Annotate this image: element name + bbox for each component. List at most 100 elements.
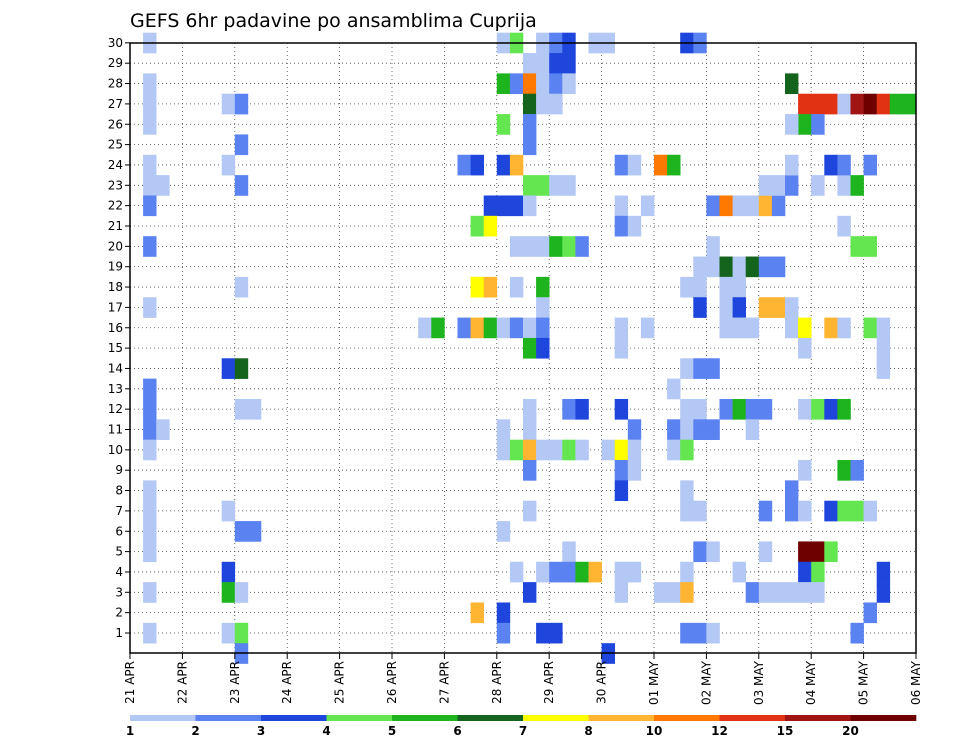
heatmap-cell (234, 582, 249, 603)
heatmap-cell (627, 561, 642, 583)
heatmap-cell (143, 73, 157, 95)
heatmap-cell (863, 317, 877, 339)
x-axis-ticks: 21 APR 22 APR 23 APR 24 APR 25 APR 26 APR 27 A… (123, 653, 923, 705)
heatmap-cell (483, 195, 498, 217)
heatmap-cell (523, 53, 537, 74)
y-tick-label: 17 (108, 300, 123, 314)
heatmap-cell (863, 236, 877, 257)
heatmap-cell (771, 195, 786, 217)
heatmap-cell (536, 276, 550, 298)
x-tick-label: 01 MAY (647, 660, 661, 705)
heatmap-cell (143, 541, 157, 563)
heatmap-cell (221, 154, 236, 176)
x-tick-label: 02 MAY (699, 660, 713, 705)
heatmap-cell (811, 114, 825, 135)
heatmap-cell (680, 582, 694, 603)
heatmap-cell (143, 500, 157, 522)
heatmap-cell (234, 622, 249, 644)
y-tick-label: 30 (108, 36, 123, 50)
heatmap-cell (562, 53, 576, 74)
y-tick-label: 3 (115, 585, 123, 599)
heatmap-cell (483, 317, 498, 339)
heatmap-cell (549, 561, 563, 583)
heatmap-cell (798, 317, 812, 339)
heatmap-cell (693, 276, 707, 298)
heatmap-cell (850, 622, 864, 644)
heatmap-cell (234, 398, 249, 420)
heatmap-cell (680, 419, 694, 440)
heatmap-cell (523, 73, 537, 95)
heatmap-cell (614, 561, 629, 583)
y-tick-label: 11 (108, 423, 123, 437)
heatmap-cell (785, 154, 799, 176)
heatmap-cell (523, 582, 537, 603)
heatmap-cell (785, 73, 799, 95)
heatmap-cell (667, 582, 681, 603)
heatmap-cell (745, 317, 760, 339)
heatmap-cell (719, 297, 733, 318)
heatmap-cell (785, 317, 799, 339)
heatmap-cell (745, 195, 760, 217)
heatmap-cell (824, 154, 838, 176)
x-tick-label: 04 MAY (804, 660, 818, 705)
y-tick-label: 15 (108, 341, 123, 355)
heatmap-cell (680, 398, 694, 420)
y-tick-label: 2 (115, 606, 123, 620)
heatmap-cell (509, 561, 524, 583)
y-tick-label: 23 (108, 178, 123, 192)
heatmap-cell (837, 175, 851, 196)
heatmap-cell (706, 236, 720, 257)
heatmap-cell (706, 419, 720, 440)
y-tick-label: 5 (115, 545, 123, 559)
heatmap-cell (758, 297, 773, 318)
y-tick-label: 13 (108, 382, 123, 396)
heatmap-cell (719, 256, 733, 278)
legend-color-swatch (719, 715, 786, 721)
heatmap-cell (575, 398, 589, 420)
y-tick-label: 19 (108, 260, 123, 274)
heatmap-cell (536, 622, 550, 644)
heatmap-cell (837, 154, 851, 176)
heatmap-cell (850, 175, 864, 196)
heatmap-cell (785, 175, 799, 196)
legend-color-swatch (195, 715, 262, 721)
heatmap-cell (798, 561, 812, 583)
y-tick-label: 26 (108, 117, 123, 131)
legend-color-swatch (588, 715, 655, 721)
heatmap-cell (876, 317, 891, 339)
heatmap-cell (575, 561, 589, 583)
heatmap-cell (837, 398, 851, 420)
x-tick-label: 05 MAY (857, 660, 871, 705)
heatmap-cell (798, 398, 812, 420)
heatmap-cell (536, 175, 550, 196)
heatmap-cell (680, 500, 694, 522)
heatmap-cell (627, 154, 642, 176)
y-tick-label: 9 (115, 463, 123, 477)
y-tick-label: 28 (108, 77, 123, 91)
heatmap-cell (811, 541, 825, 563)
heatmap-cell (785, 114, 799, 135)
heatmap-cell (234, 175, 249, 196)
heatmap-cell (549, 439, 563, 461)
heatmap-cell (811, 561, 825, 583)
heatmap-cell (837, 500, 851, 522)
heatmap-cell (143, 521, 157, 542)
heatmap-cell (156, 175, 170, 196)
heatmap-cell (549, 53, 563, 74)
heatmap-cell (496, 73, 511, 95)
heatmap-cell (523, 236, 537, 257)
heatmap-cell (785, 480, 799, 502)
heatmap-cell (771, 582, 786, 603)
legend-label: 3 (257, 724, 265, 738)
heatmap-cell (850, 460, 864, 481)
heatmap-cell (667, 378, 681, 400)
heatmap-cell (457, 154, 471, 176)
y-tick-label: 4 (115, 565, 123, 579)
color-legend: 1 2 3 4 5 6 7 8 10 12 15 20 (126, 715, 917, 738)
heatmap-cell (732, 561, 746, 583)
heatmap-cell (863, 500, 877, 522)
y-tick-label: 12 (108, 402, 123, 416)
heatmap-cell (247, 398, 262, 420)
x-tick-label: 24 APR (280, 661, 294, 704)
